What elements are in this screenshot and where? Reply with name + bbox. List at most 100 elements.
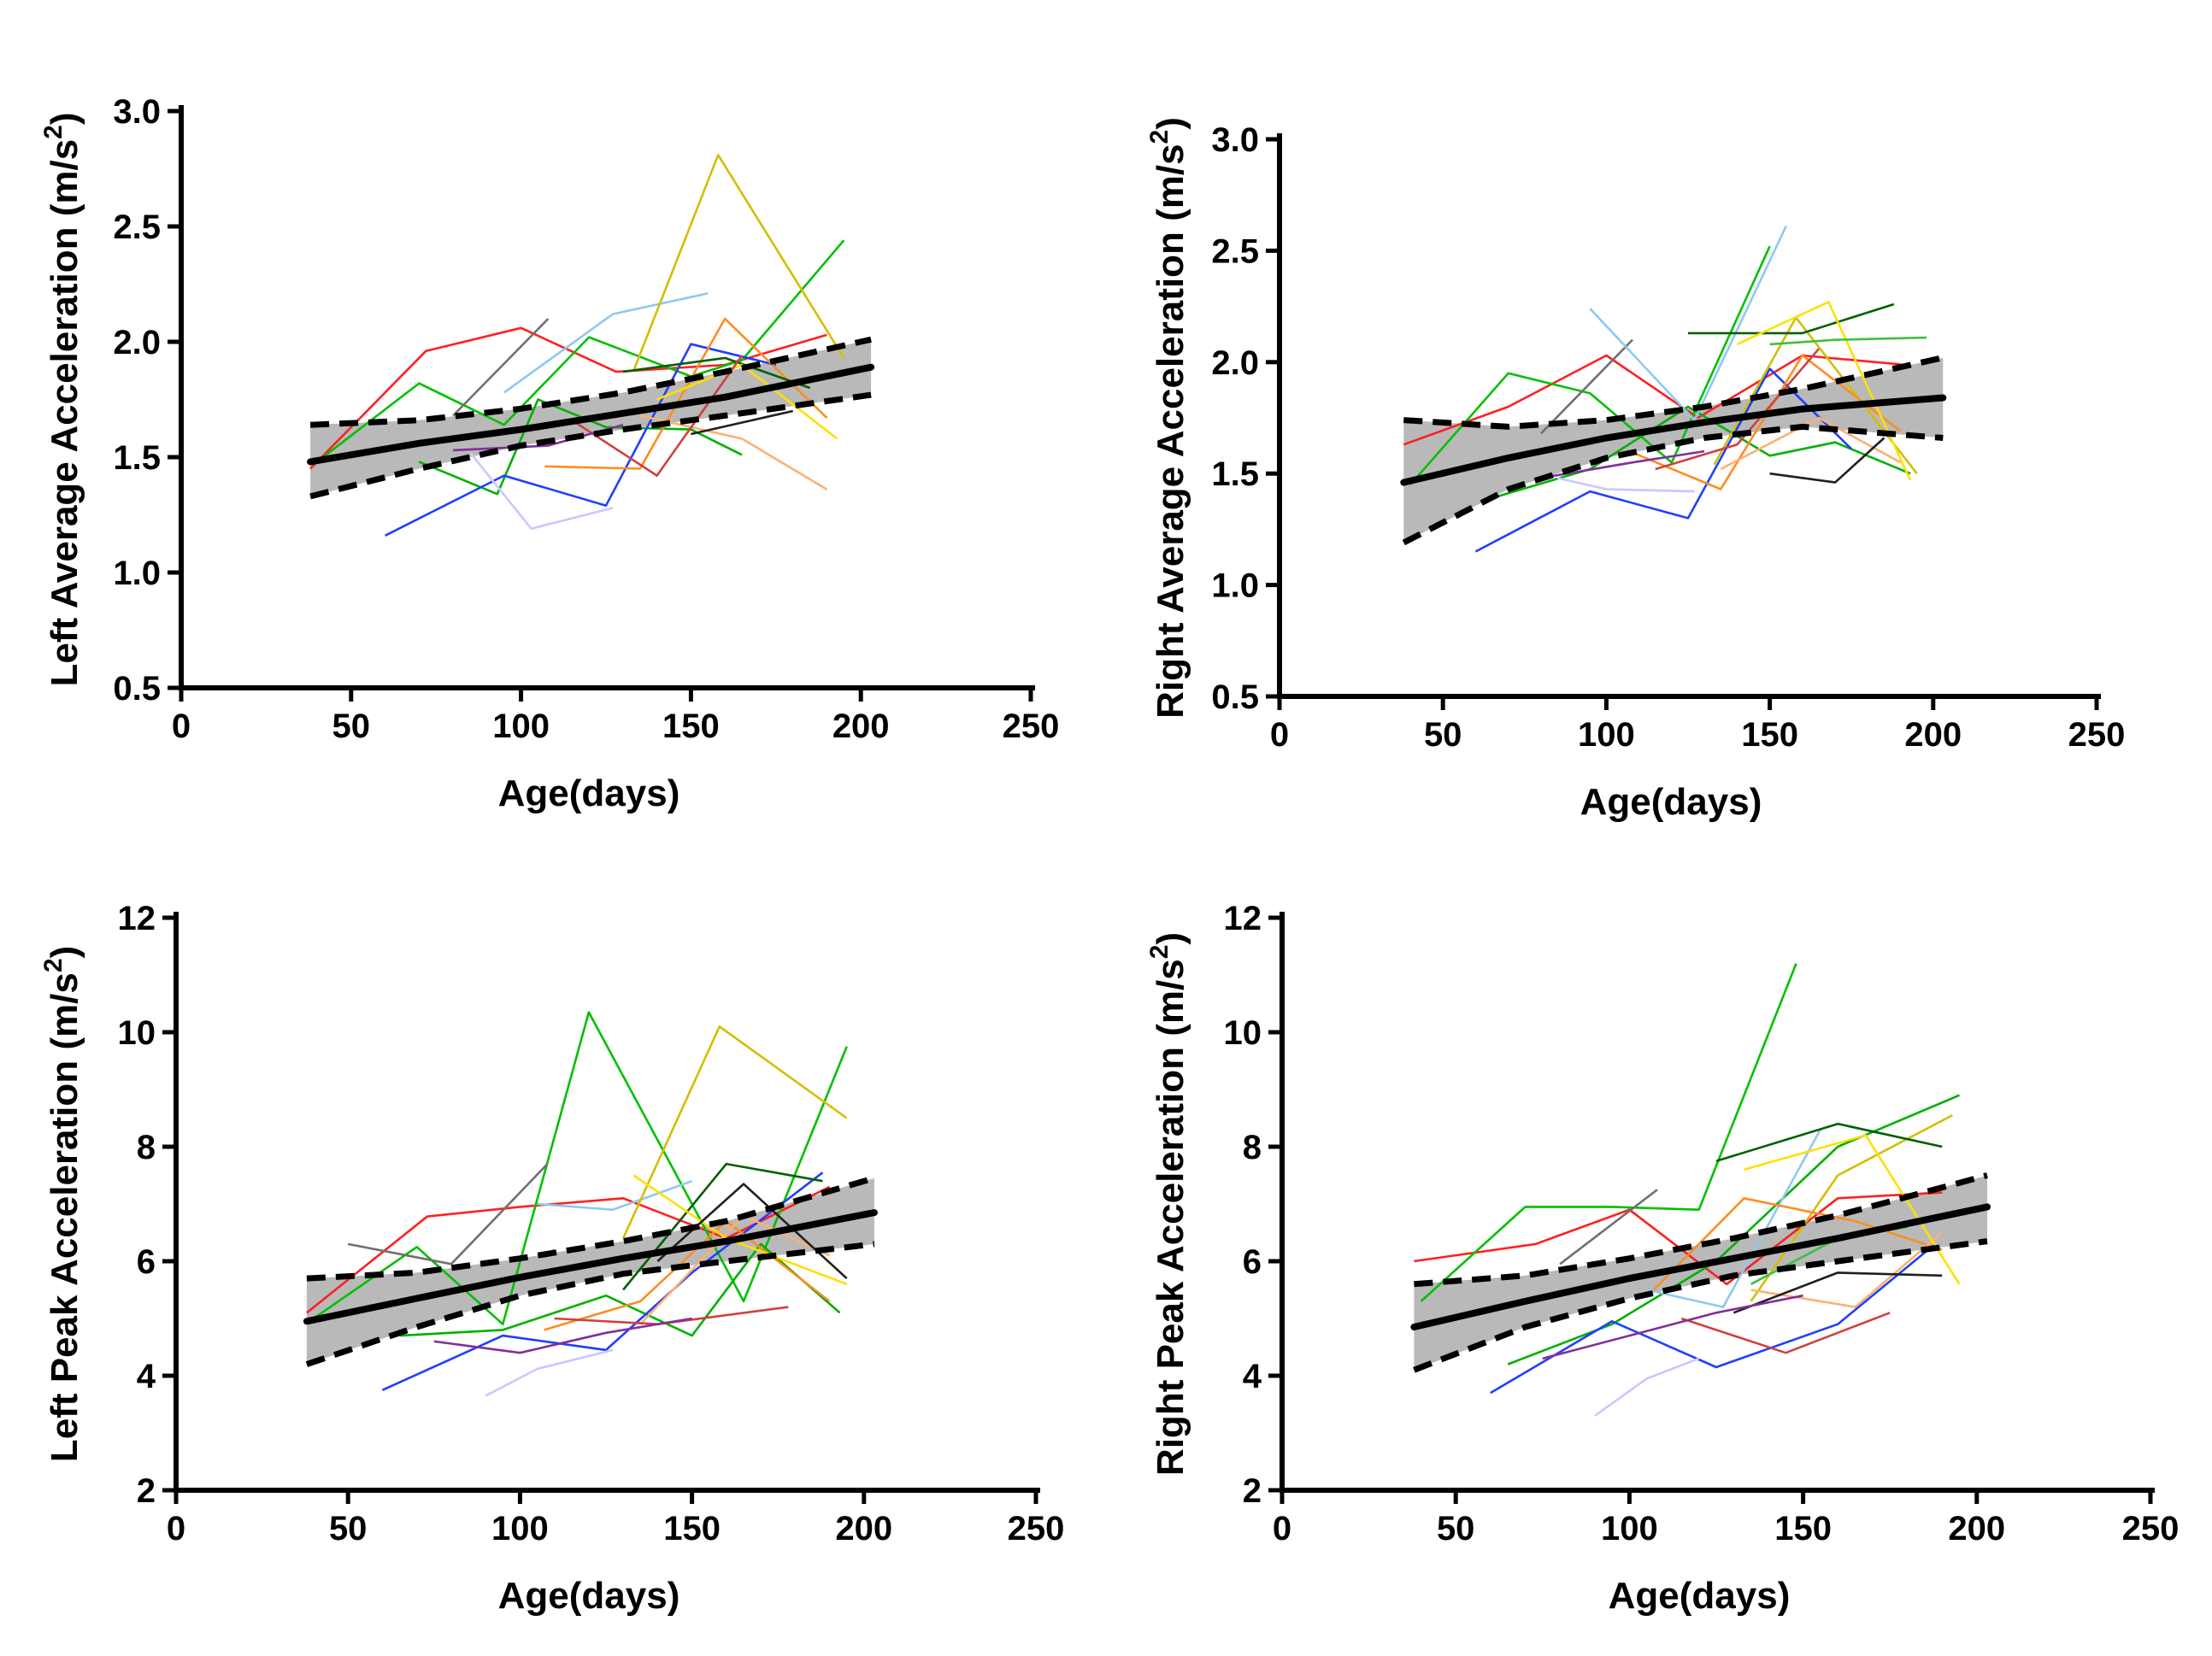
y-tick-label: 1.0 [113, 555, 161, 592]
series-line-subject-15 [1542, 1294, 1803, 1360]
series-line-subject-13 [1655, 348, 1820, 471]
y-tick-label: 10 [118, 1014, 156, 1052]
series-line-subject-14 [1733, 1271, 1943, 1314]
x-axis-title: Age(days) [1609, 1575, 1791, 1617]
x-tick-label: 150 [1774, 1510, 1832, 1547]
x-tick-label: 250 [2068, 716, 2126, 754]
series-line-subject-13 [1680, 1312, 1891, 1354]
fit-line [303, 1209, 878, 1325]
series-line-subject-8 [632, 154, 845, 373]
y-tick-label: 0.5 [113, 670, 161, 708]
y-axis-title: Left Peak Acceleration (m/s2) [39, 946, 85, 1462]
y-tick-label: 6 [137, 1243, 156, 1281]
y-tick-label: 2 [137, 1472, 156, 1510]
x-tick-label: 50 [1424, 716, 1462, 754]
series-line-subject-7 [1589, 226, 1787, 421]
series-line-subject-4 [385, 343, 777, 537]
series-line-subject-2 [313, 1011, 848, 1326]
y-tick-label: 4 [137, 1358, 156, 1395]
series-line-subject-11 [1715, 1122, 1943, 1163]
series-line-subject-14 [691, 409, 793, 436]
y-tick-label: 1.0 [1211, 567, 1259, 605]
ci-upper-line [1414, 1172, 1988, 1288]
series-line-subject-7 [1646, 1129, 1822, 1308]
right-peak-acceleration-chart: 0 50 100 150 200 250 2 4 6 8 10 12 Age(days) Right Pe… [1145, 900, 2180, 1617]
series-line-subject-12 [656, 363, 838, 440]
series-line-subject-3 [418, 398, 743, 496]
series-line-subject-2 [1420, 963, 1797, 1302]
fit-line [1400, 394, 1947, 486]
x-axis-title: Age(days) [498, 1575, 680, 1617]
series-line-subject-7 [503, 292, 709, 394]
ci-upper-line [309, 336, 872, 428]
x-tick-label: 250 [1008, 1510, 1065, 1547]
x-tick-label: 50 [1437, 1510, 1475, 1547]
x-tick-label: 200 [832, 708, 890, 745]
series-line-subject-9 [1628, 354, 1902, 490]
x-tick-label: 150 [1741, 716, 1798, 754]
x-tick-label: 250 [1003, 708, 1060, 745]
ci-lower-line [1402, 423, 1944, 546]
x-tick-label: 100 [1601, 1510, 1658, 1547]
y-tick-label: 1.5 [113, 439, 161, 477]
y-tick-label: 2.0 [1211, 344, 1259, 382]
series-line-subject-7 [537, 1179, 693, 1212]
x-tick-label: 200 [835, 1510, 892, 1547]
series-line-subject-16 [1769, 336, 1927, 346]
y-tick-label: 2 [1243, 1472, 1262, 1510]
x-tick-label: 50 [332, 708, 371, 745]
ci-lower-line [305, 1241, 875, 1367]
series-line-subject-1 [306, 1185, 831, 1314]
series-line-subject-2 [1409, 245, 1771, 486]
y-tick-label: 6 [1243, 1243, 1262, 1281]
series-line-subject-2 [316, 239, 845, 463]
confidence-band [1403, 357, 1944, 543]
series-line-subject-5 [468, 451, 614, 531]
x-axis-title: Age(days) [1580, 781, 1762, 823]
series-line-subject-1 [1403, 354, 1901, 446]
y-tick-label: 2.5 [1211, 232, 1259, 270]
x-tick-label: 250 [2122, 1510, 2180, 1547]
series-line-subject-15 [1540, 449, 1705, 479]
series-line-subject-12 [1744, 1134, 1961, 1285]
fit-line [1410, 1203, 1991, 1330]
series-line-subject-4 [1490, 1242, 1936, 1395]
fit-line [307, 363, 875, 466]
x-tick-label: 0 [1273, 1510, 1291, 1547]
y-tick-label: 2.5 [113, 208, 161, 246]
y-axis-title: Right Average Acceleration (m/s2) [1145, 117, 1191, 719]
x-tick-label: 50 [329, 1510, 368, 1547]
y-axis-title: Left Average Acceleration (m/s2) [39, 112, 85, 686]
y-tick-label: 8 [1243, 1129, 1262, 1166]
series-line-subject-14 [656, 1183, 848, 1280]
series-line-subject-8 [621, 1025, 848, 1239]
y-tick-label: 2.0 [113, 324, 161, 361]
series-line-subject-11 [622, 356, 811, 390]
series-line-subject-11 [1688, 302, 1895, 335]
series-line-subject-9 [544, 1219, 831, 1331]
series-line-subject-11 [622, 1162, 823, 1291]
y-tick-label: 1.5 [1211, 455, 1259, 493]
ci-upper-line [306, 1175, 875, 1282]
x-tick-label: 0 [172, 708, 191, 745]
series-line-subject-6 [452, 318, 550, 417]
right-average-acceleration-chart: 0 50 100 150 200 250 0.5 1.0 1.5 2.0 2.5 3.0 Age(day… [1145, 117, 2126, 823]
ci-lower-line [1413, 1238, 1988, 1373]
y-axis-title: Right Peak Acceleration (m/s2) [1145, 932, 1191, 1476]
series-line-subject-5 [1556, 477, 1695, 493]
series-line-subject-12 [1736, 301, 1912, 481]
series-line-subject-8 [1750, 1113, 1954, 1302]
series-line-subject-14 [1769, 437, 1885, 484]
series-line-subject-9 [544, 317, 828, 470]
series-line-subject-6 [1559, 1189, 1658, 1265]
x-tick-label: 0 [1270, 716, 1289, 754]
series-line-subject-3 [1491, 405, 1911, 500]
ci-lower-line [309, 391, 872, 500]
confidence-band [1414, 1175, 1987, 1371]
series-line-subject-10 [639, 414, 828, 490]
x-tick-label: 200 [1904, 716, 1962, 754]
x-tick-label: 150 [662, 708, 720, 745]
x-tick-label: 100 [1578, 716, 1635, 754]
ci-upper-line [1403, 355, 1944, 430]
left-average-acceleration-chart: 0 50 100 150 200 250 0.5 1.0 1.5 2.0 2.5 3.0 Age(day… [39, 93, 1060, 814]
